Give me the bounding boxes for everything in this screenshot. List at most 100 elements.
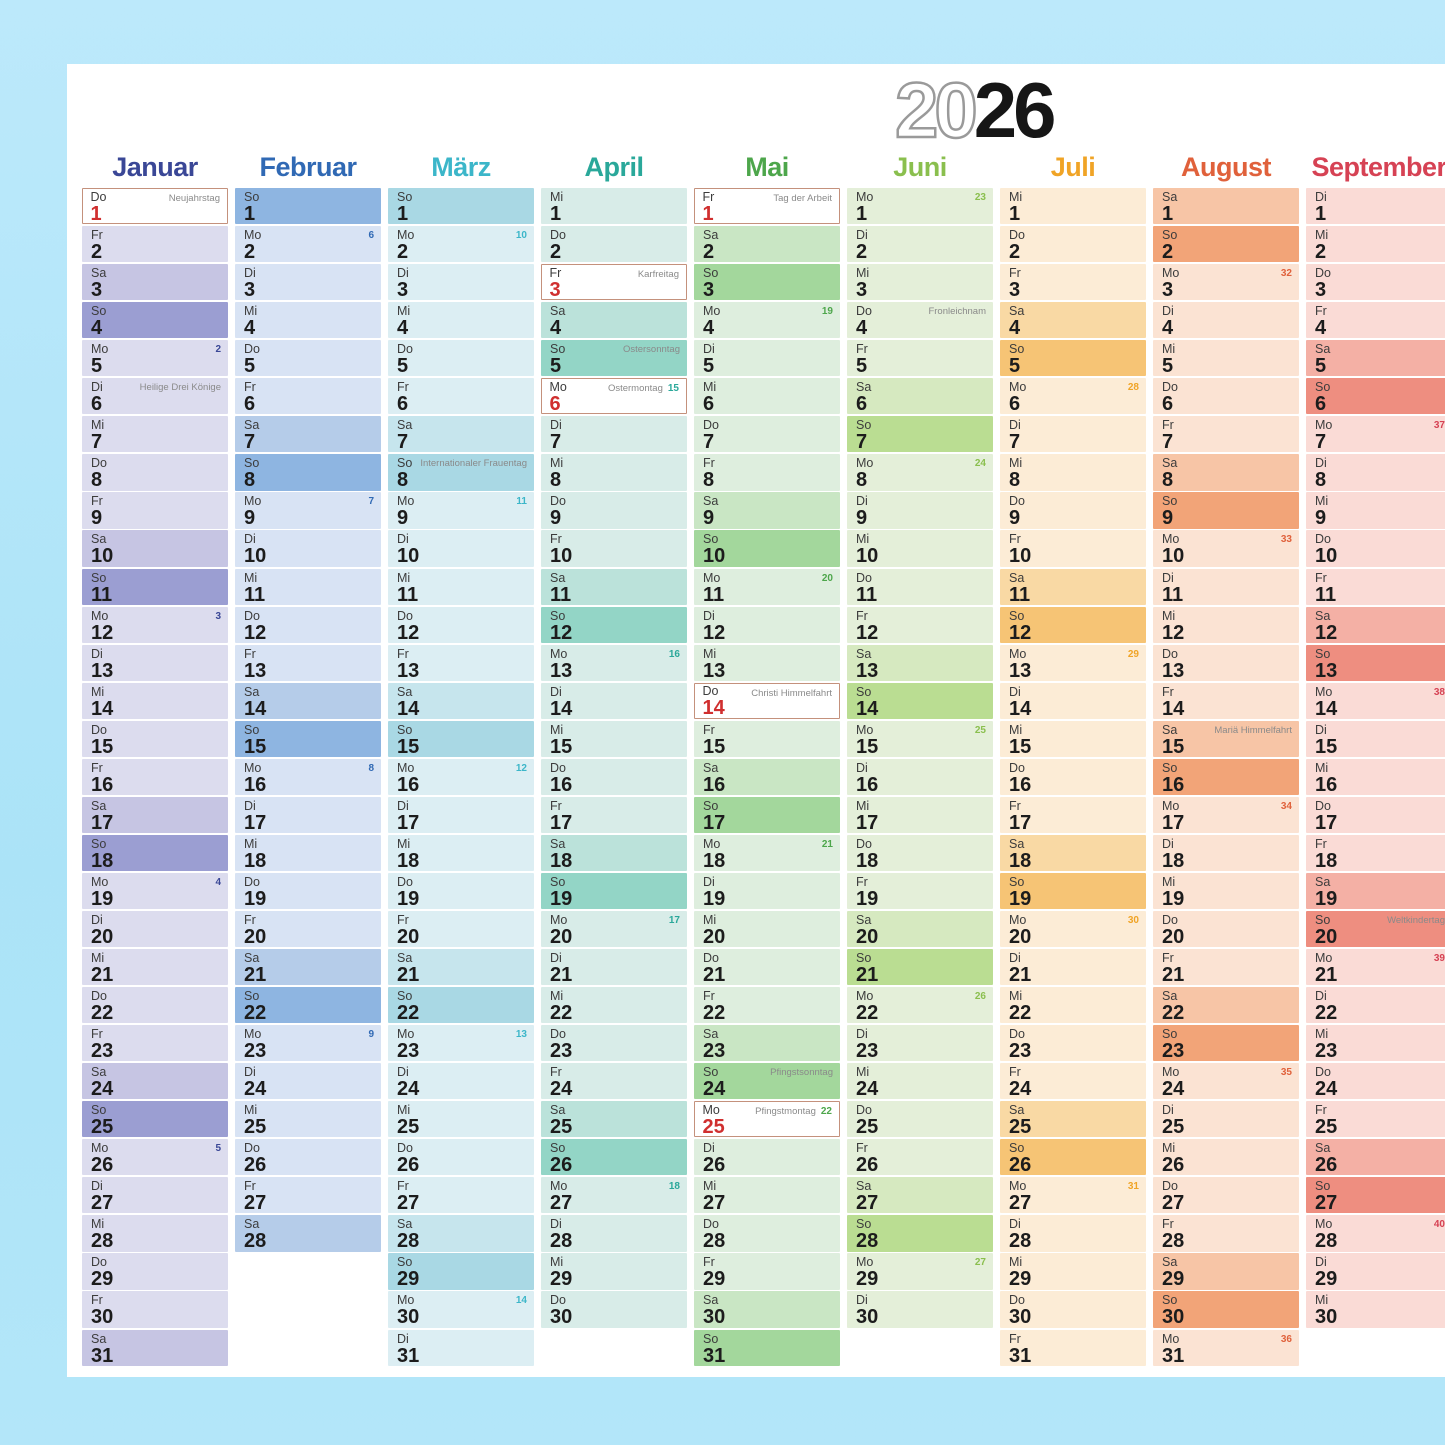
day-cell: Fr 28 — [1153, 1215, 1299, 1252]
weekday-label: Mi — [550, 989, 564, 1004]
weekday-label: Fr — [91, 228, 103, 243]
weekday-label: Fr — [1009, 1331, 1021, 1346]
weekday-label: Fr — [856, 874, 868, 889]
day-number: 24 — [244, 1078, 267, 1101]
weekday-label: Mi — [397, 836, 411, 851]
day-number: 14 — [244, 697, 267, 720]
weekday-label: Di — [1009, 951, 1021, 965]
weekday-label: Sa — [703, 494, 719, 509]
day-number: 5 — [1009, 355, 1021, 378]
day-number: 31 — [703, 1344, 726, 1367]
day-cell: Sa 12 — [1306, 606, 1445, 643]
weekday-label: Di — [550, 418, 562, 433]
year-title-outline: 20 — [894, 66, 979, 154]
day-cell: Di 2 — [847, 226, 993, 263]
weekday-label: Mo — [244, 760, 262, 775]
day-number: 10 — [856, 545, 879, 568]
day-number: 20 — [1162, 925, 1185, 948]
weekday-label: Sa — [397, 684, 413, 699]
day-cell: So 5 — [1000, 340, 1146, 378]
day-number: 16 — [397, 773, 420, 796]
day-number: 1 — [550, 203, 562, 225]
weekday-label: Sa — [91, 798, 107, 813]
day-cell: Mo 13 29 — [1000, 644, 1146, 681]
week-number: 16 — [668, 648, 680, 660]
day-number: 8 — [550, 469, 562, 492]
day-cell: Di 8 — [1306, 454, 1445, 491]
day-number: 4 — [244, 317, 256, 340]
day-cell: So 28 — [847, 1215, 993, 1252]
day-number: 16 — [703, 773, 726, 796]
day-number: 25 — [550, 1116, 573, 1139]
weekday-label: Do — [1315, 1065, 1331, 1080]
weekday-label: So — [550, 608, 566, 623]
week-number: 34 — [1280, 800, 1292, 812]
weekday-label: Mi — [703, 646, 717, 661]
day-cell: Mi 5 — [1153, 340, 1299, 377]
day-number: 14 — [1009, 697, 1032, 720]
day-cell: Mo 13 16 — [541, 644, 687, 681]
day-cell: Fr 23 — [82, 1025, 228, 1062]
weekday-label: Sa — [1315, 874, 1331, 889]
day-cell: Di 17 — [388, 796, 534, 833]
day-number: 5 — [91, 355, 103, 378]
weekday-label: So — [397, 456, 413, 471]
day-number: 4 — [856, 317, 868, 340]
week-number: 27 — [974, 1257, 986, 1269]
day-cell: Mo 31 36 — [1153, 1329, 1299, 1366]
weekday-label: Fr — [397, 912, 409, 927]
day-number: 20 — [244, 925, 267, 948]
weekday-label: So — [91, 570, 107, 585]
weekday-label: Mo — [550, 1179, 568, 1194]
week-number: 26 — [974, 991, 986, 1003]
day-cell: Do 23 — [1000, 1025, 1146, 1062]
weekday-label: Fr — [549, 265, 562, 280]
day-number: 30 — [1315, 1306, 1338, 1329]
day-number: 4 — [1315, 317, 1327, 340]
day-number: 3 — [91, 279, 103, 302]
weekday-label: Mo — [703, 304, 721, 319]
day-number: 9 — [244, 507, 256, 530]
day-cell: Mi 24 — [847, 1063, 993, 1100]
day-cell: So 24 Pfingstsonntag — [694, 1063, 840, 1100]
day-cell: Fr 11 — [1306, 568, 1445, 605]
day-cell: Fr 13 — [388, 644, 534, 681]
day-cell: Mi 20 — [694, 910, 840, 948]
day-cell: Mi 6 — [694, 378, 840, 415]
weekday-label: So — [91, 304, 107, 319]
weekday-label: Mi — [856, 532, 870, 547]
day-cell: Fr 16 — [82, 758, 228, 795]
day-number: 13 — [703, 659, 726, 682]
weekday-label: Fr — [91, 1027, 103, 1042]
day-cell: Sa 15 Mariä Himmelfahrt — [1153, 720, 1299, 757]
day-cell: Do 5 — [235, 340, 381, 377]
day-number: 15 — [1315, 735, 1338, 758]
day-cell: So 8 Internationaler Frauentag — [388, 454, 534, 491]
day-number: 13 — [91, 659, 114, 682]
day-number: 23 — [397, 1040, 420, 1063]
weekday-label: Mo — [1162, 1331, 1180, 1346]
day-cell-annotations: 36 — [1281, 1334, 1292, 1345]
day-number: 24 — [1315, 1078, 1338, 1101]
day-cell: Fr 20 — [235, 910, 381, 948]
day-cell-annotations: 8 — [368, 763, 374, 774]
day-cell: Mi 22 — [1000, 987, 1146, 1024]
day-number: 3 — [703, 279, 715, 302]
day-number: 3 — [856, 279, 868, 302]
day-number: 31 — [91, 1344, 114, 1367]
day-cell: Fr 31 — [1000, 1329, 1146, 1366]
day-cell: Do 17 — [1306, 796, 1445, 833]
weekday-label: Mo — [397, 228, 415, 243]
week-number: 23 — [974, 192, 986, 203]
day-number: 22 — [856, 1002, 879, 1025]
day-cell: Mi 4 — [388, 302, 534, 339]
day-cell: Fr 27 — [388, 1177, 534, 1214]
day-number: 17 — [244, 811, 267, 834]
day-cell: Sa 6 — [847, 378, 993, 415]
weekday-label: Mo — [244, 1027, 262, 1042]
day-number: 10 — [1009, 545, 1032, 568]
day-number: 21 — [244, 964, 267, 986]
week-number: 30 — [1127, 914, 1139, 926]
month-header: Januar — [112, 152, 198, 182]
